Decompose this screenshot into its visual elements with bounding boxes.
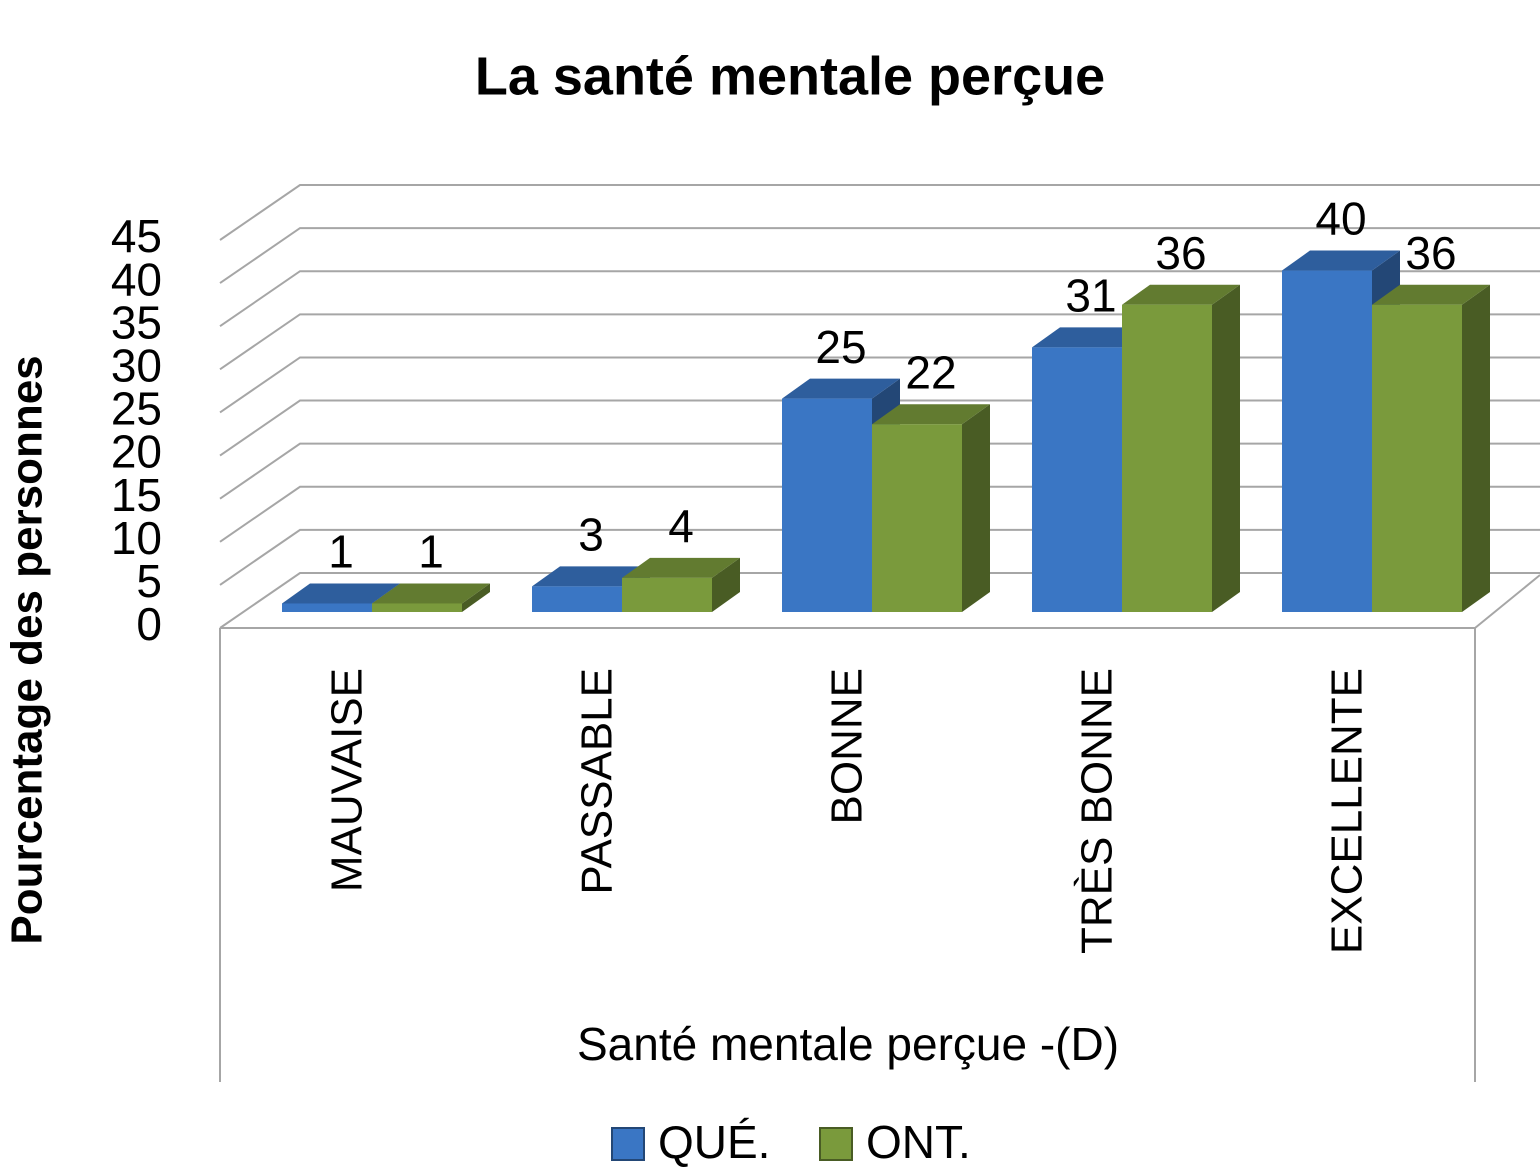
legend-label: QUÉ. bbox=[658, 1116, 770, 1168]
y-tick-label: 20 bbox=[111, 426, 162, 478]
bar-front bbox=[622, 577, 712, 612]
bar bbox=[622, 557, 740, 612]
bar-front bbox=[372, 603, 462, 612]
x-tick-label: BONNE bbox=[823, 668, 872, 824]
value-label: 3 bbox=[578, 509, 604, 561]
bar-top bbox=[622, 557, 740, 578]
bar bbox=[1372, 284, 1490, 612]
bar-front bbox=[1122, 304, 1212, 612]
y-tick-label: 45 bbox=[111, 210, 162, 262]
axis-frame bbox=[219, 574, 1540, 1082]
y-tick-label: 5 bbox=[136, 555, 162, 607]
legend-swatch bbox=[819, 1127, 853, 1161]
grid-line bbox=[219, 227, 1540, 284]
y-tick-label: 0 bbox=[136, 598, 162, 650]
bar-top bbox=[282, 583, 400, 604]
value-label: 22 bbox=[905, 346, 956, 398]
y-axis-label: Pourcentage des personnes bbox=[3, 355, 52, 944]
value-label: 31 bbox=[1065, 270, 1116, 322]
bar bbox=[872, 404, 990, 612]
bar-front bbox=[282, 603, 372, 612]
bar-top bbox=[372, 583, 490, 604]
value-label: 25 bbox=[815, 321, 866, 373]
bar-side bbox=[1462, 284, 1490, 612]
x-tick-label: TRÈS BONNE bbox=[1073, 668, 1122, 954]
y-tick-label: 35 bbox=[111, 296, 162, 348]
bar-top bbox=[532, 566, 650, 587]
bar-top bbox=[782, 378, 900, 399]
y-tick-label: 10 bbox=[111, 512, 162, 564]
value-label: 1 bbox=[418, 526, 444, 578]
bar-top bbox=[1122, 284, 1240, 305]
bar-top bbox=[1372, 284, 1490, 305]
legend-label: ONT. bbox=[866, 1116, 971, 1168]
grid-line bbox=[219, 270, 1540, 328]
value-label: 40 bbox=[1315, 193, 1366, 245]
x-tick-label: PASSABLE bbox=[573, 668, 622, 895]
bar-front bbox=[872, 424, 962, 612]
value-label: 1 bbox=[328, 526, 354, 578]
bar-top bbox=[1032, 327, 1150, 348]
value-label: 36 bbox=[1405, 227, 1456, 279]
bar-front bbox=[1032, 347, 1122, 612]
x-tick-label: MAUVAISE bbox=[323, 668, 372, 892]
bar-side bbox=[712, 557, 740, 612]
y-tick-label: 30 bbox=[111, 339, 162, 391]
y-tick-label: 40 bbox=[111, 253, 162, 305]
bar bbox=[1122, 284, 1240, 612]
y-tick-label: 25 bbox=[111, 383, 162, 435]
x-axis-label: Santé mentale perçue -(D) bbox=[577, 1018, 1119, 1070]
bar-front bbox=[1282, 270, 1372, 612]
y-tick-label: 15 bbox=[111, 469, 162, 521]
bar-top bbox=[1282, 250, 1400, 271]
chart-title: La santé mentale perçue bbox=[475, 46, 1105, 106]
bar-front bbox=[1372, 304, 1462, 612]
bar bbox=[372, 583, 490, 612]
bar-front bbox=[532, 586, 622, 612]
grid-line bbox=[219, 184, 1540, 241]
bar-side bbox=[462, 583, 490, 612]
bar-side bbox=[1212, 284, 1240, 612]
legend-swatch bbox=[611, 1127, 645, 1161]
value-label: 36 bbox=[1155, 227, 1206, 279]
bar-front bbox=[782, 398, 872, 612]
bar-side bbox=[962, 404, 990, 612]
x-tick-label: EXCELLENTE bbox=[1323, 668, 1372, 954]
bar-top bbox=[872, 404, 990, 425]
value-label: 4 bbox=[668, 500, 694, 552]
